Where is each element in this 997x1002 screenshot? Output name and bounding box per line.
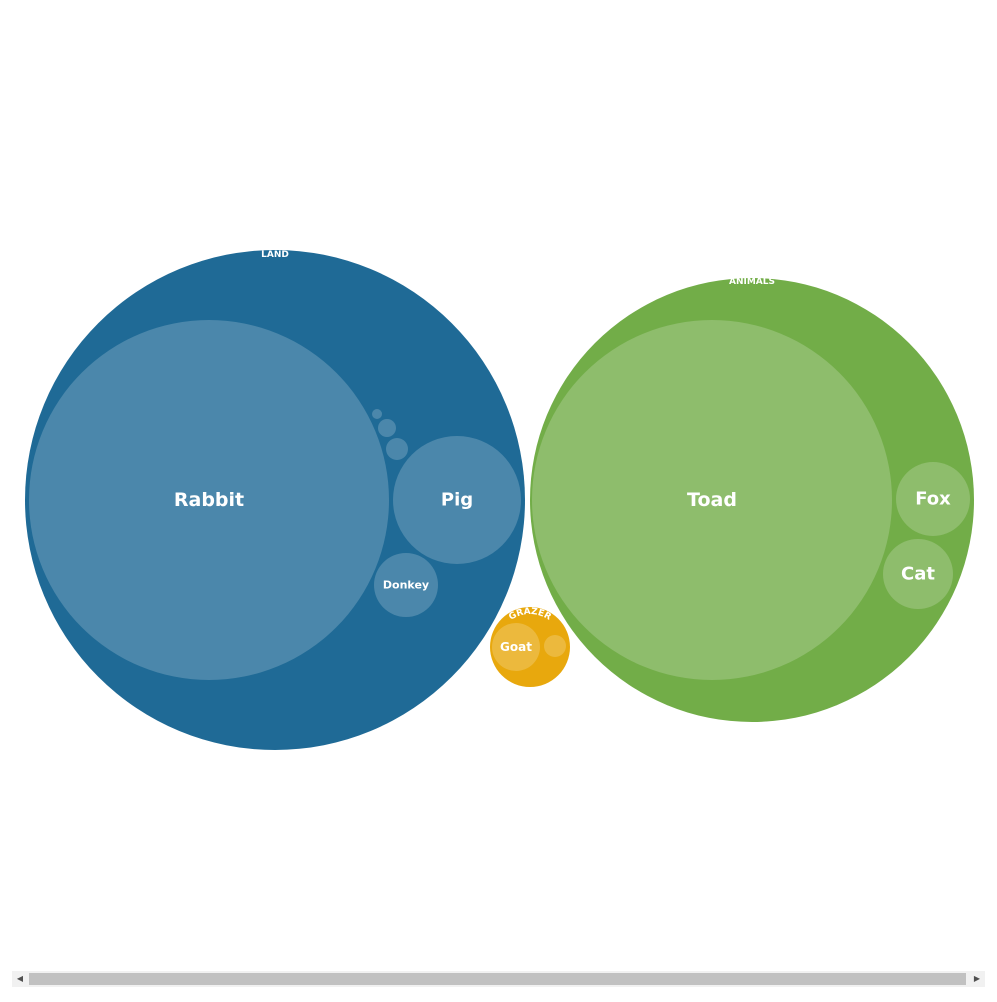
- bubble-cat[interactable]: [883, 539, 953, 609]
- bubble-label-cat: Cat: [901, 564, 935, 585]
- group-label-land: LAND: [261, 250, 289, 260]
- scroll-right-arrow-icon[interactable]: ▶: [973, 974, 981, 983]
- group-bubble-animals[interactable]: [530, 278, 974, 722]
- group-grazer[interactable]: GRAZER Goat: [490, 607, 570, 687]
- bubble-land-item-3[interactable]: [386, 438, 408, 460]
- bubble-pig[interactable]: [393, 436, 521, 564]
- group-bubble-land[interactable]: [25, 250, 525, 750]
- group-bubble-grazer[interactable]: [490, 607, 570, 687]
- bubble-goat[interactable]: [492, 623, 540, 671]
- bubble-donkey[interactable]: [374, 553, 438, 617]
- group-land[interactable]: LAND Rabbit Pig Donkey: [25, 250, 525, 750]
- group-label-animals: ANIMALS: [729, 277, 775, 287]
- scroll-thumb[interactable]: [29, 973, 966, 985]
- bubble-land-item-5[interactable]: [372, 409, 382, 419]
- bubble-label-rabbit: Rabbit: [174, 489, 244, 511]
- group-animals[interactable]: ANIMALS Toad Fox Cat: [530, 277, 974, 722]
- bubble-label-fox: Fox: [915, 489, 951, 510]
- bubble-label-donkey: Donkey: [383, 579, 429, 592]
- bubble-grazer-item-1[interactable]: [544, 635, 566, 657]
- group-label-grazer: GRAZER: [507, 607, 552, 623]
- bubble-label-goat: Goat: [500, 640, 532, 654]
- bubble-land-item-4[interactable]: [378, 419, 396, 437]
- bubble-toad[interactable]: [532, 320, 892, 680]
- horizontal-scrollbar[interactable]: ◀ ▶: [12, 971, 985, 987]
- bubble-label-pig: Pig: [441, 490, 473, 511]
- bubble-label-toad: Toad: [687, 489, 737, 511]
- bubble-rabbit[interactable]: [29, 320, 389, 680]
- scroll-left-arrow-icon[interactable]: ◀: [16, 974, 24, 983]
- bubble-fox[interactable]: [896, 462, 970, 536]
